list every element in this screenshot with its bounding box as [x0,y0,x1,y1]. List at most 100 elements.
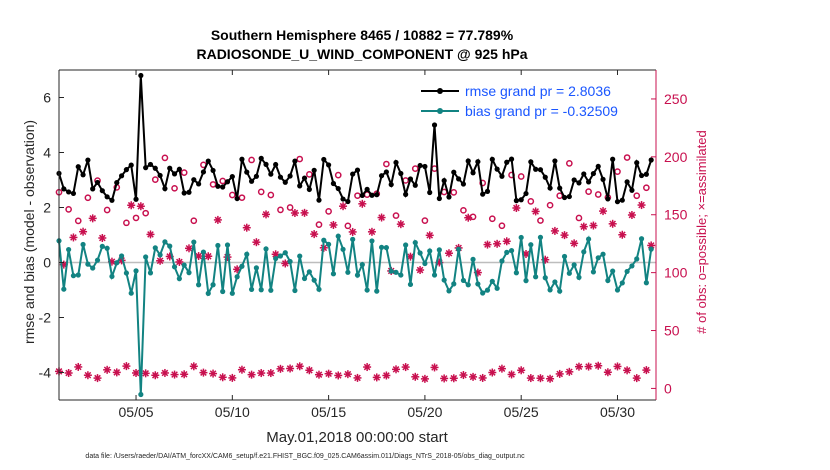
assimilated-obs-stroke [334,372,342,379]
plot-background [59,70,656,400]
assimilated-obs-stroke [551,227,559,235]
assimilated-obs-stroke [103,366,111,374]
rmse-point [345,198,351,205]
assimilated-obs-marker [160,368,169,377]
bias-point [513,270,519,276]
bias-point [215,242,221,249]
y-tick-label-right: 250 [664,91,688,107]
rmse-point [128,162,134,168]
rmse-point [547,185,553,191]
bias-point [75,272,81,278]
assimilated-obs-marker [305,366,314,375]
bias-point [518,234,524,241]
assimilated-obs-marker [189,362,198,371]
assimilated-obs-marker [449,374,458,383]
possible-obs-marker [315,221,323,228]
rmse-point [268,171,274,177]
assimilated-obs-marker [392,365,401,374]
rmse-point [248,178,255,184]
assimilated-obs-marker [420,374,429,383]
assimilated-obs-stroke [358,200,366,208]
assimilated-obs-marker [127,201,136,210]
rmse-point [595,163,601,170]
bias-point [364,287,370,293]
rmse-point [600,176,606,182]
assimilated-obs-stroke [503,237,511,245]
possible-obs-marker [575,214,583,222]
assimilated-obs-stroke [277,365,284,373]
rmse-point [263,161,269,167]
x-tick-label: 05/20 [407,404,442,420]
bias-point [523,278,529,284]
rmse-point [157,172,163,179]
assimilated-obs-stroke [479,374,487,382]
rmse-point [215,183,221,189]
possible-obs-marker [383,160,390,168]
bias-point [585,236,592,242]
assimilated-obs-marker [517,366,526,375]
rmse-point [258,155,264,161]
bias-point [143,254,149,260]
possible-obs-marker [74,217,82,225]
assimilated-obs-stroke [590,222,597,229]
rmse-point [244,169,250,175]
assimilated-obs-stroke [527,374,535,382]
bias-point [191,239,197,245]
possible-obs-marker [306,171,313,178]
assimilated-obs-stroke [180,370,188,378]
assimilated-obs-marker [343,370,352,379]
possible-obs-marker [565,160,573,167]
assimilated-obs-stroke [556,370,564,378]
title-line-1: Southern Hemisphere 8465 / 10882 = 77.78… [211,27,514,43]
bias-point [80,241,86,248]
rmse-point [605,196,611,202]
rmse-point [561,194,568,201]
assimilated-obs-marker [493,239,502,248]
assimilated-obs-stroke [488,369,496,376]
possible-obs-marker [286,204,294,211]
bias-point [619,280,625,286]
x-tick-label: 05/15 [311,404,346,420]
assimilated-obs-marker [83,371,92,380]
assimilated-obs-marker [579,222,588,231]
assimilated-obs-marker [112,368,121,377]
rmse-point [552,158,558,164]
assimilated-obs-marker [247,370,256,379]
bias-point [576,274,582,280]
x-tick-label: 05/25 [504,404,539,420]
rmse-point [311,167,317,173]
bias-point [629,263,635,269]
assimilated-obs-stroke [575,363,583,370]
assimilated-obs-stroke [566,368,573,376]
possible-obs-marker [469,213,477,221]
bias-point [436,247,442,253]
possible-obs-marker [421,217,429,224]
rmse-point [610,156,616,162]
assimilated-obs-marker [594,361,603,370]
rmse-point [224,179,231,185]
bias-point [70,273,77,279]
rmse-point [398,170,404,177]
assimilated-obs-stroke [633,374,641,382]
bias-point [383,245,389,251]
assimilated-obs-stroke [200,369,207,376]
rmse-point [542,174,548,180]
assimilated-obs-stroke [113,369,121,376]
assimilated-obs-marker [262,210,271,219]
assimilated-obs-marker [440,374,449,383]
rmse-point [330,180,337,187]
assimilated-obs-marker [252,238,261,247]
bias-point [480,290,486,296]
rmse-point [109,197,115,203]
assimilated-obs-marker [613,362,622,371]
assimilated-obs-stroke [228,374,236,382]
assimilated-obs-stroke [411,373,419,381]
assimilated-obs-stroke [493,240,501,248]
assimilated-obs-stroke [517,366,525,374]
assimilated-obs-stroke [137,202,145,210]
assimilated-obs-stroke [147,231,154,238]
bias-point [244,251,250,257]
assimilated-obs-marker [560,231,569,240]
possible-obs-marker [228,191,236,199]
assimilated-obs-stroke [267,369,275,377]
